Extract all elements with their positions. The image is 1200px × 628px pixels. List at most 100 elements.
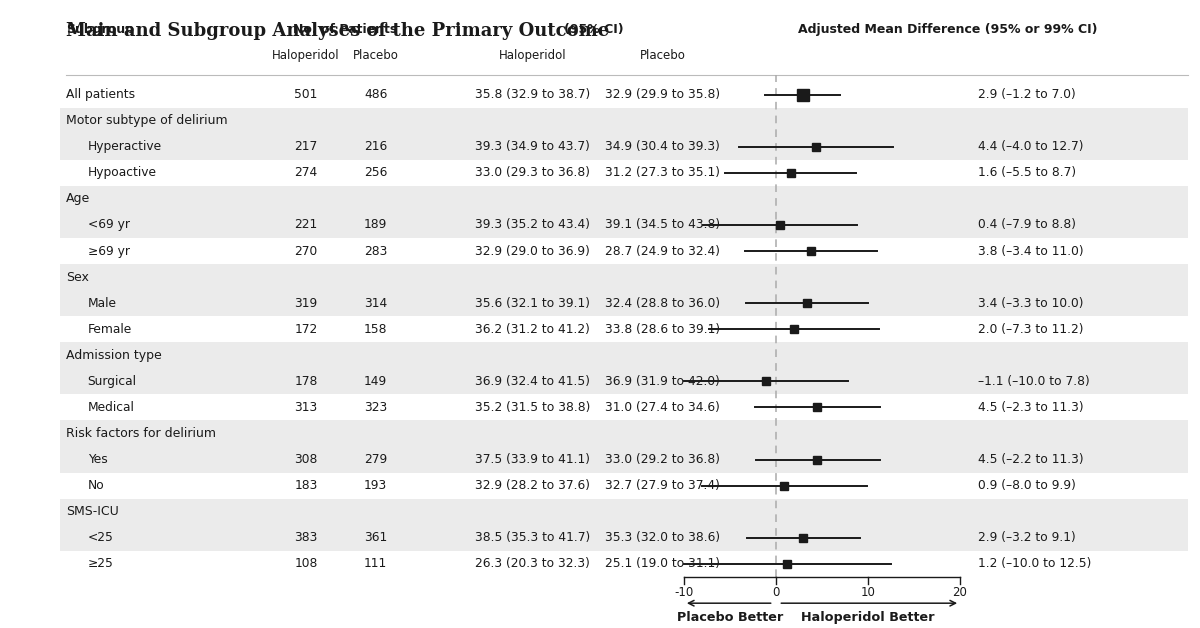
- Text: Hyperactive: Hyperactive: [88, 140, 162, 153]
- Text: 31.0 (27.4 to 34.6): 31.0 (27.4 to 34.6): [605, 401, 720, 414]
- Text: 158: 158: [364, 323, 388, 336]
- Text: 37.5 (33.9 to 41.1): 37.5 (33.9 to 41.1): [475, 453, 590, 466]
- Text: 149: 149: [364, 375, 388, 388]
- Bar: [60, 264, 1188, 290]
- Text: 20: 20: [953, 587, 967, 599]
- Text: 172: 172: [294, 323, 318, 336]
- Text: 1.6 (–5.5 to 8.7): 1.6 (–5.5 to 8.7): [978, 166, 1076, 180]
- Text: 2.0 (–7.3 to 11.2): 2.0 (–7.3 to 11.2): [978, 323, 1084, 336]
- Text: 39.3 (35.2 to 43.4): 39.3 (35.2 to 43.4): [475, 219, 590, 232]
- Text: 108: 108: [294, 557, 318, 570]
- Text: 256: 256: [364, 166, 388, 180]
- Text: Haloperidol Better: Haloperidol Better: [802, 612, 935, 624]
- Text: No: No: [88, 479, 104, 492]
- Bar: [60, 447, 1188, 473]
- Text: 501: 501: [294, 88, 318, 101]
- Bar: [60, 290, 1188, 316]
- Text: Female: Female: [88, 323, 132, 336]
- Text: 183: 183: [294, 479, 318, 492]
- Text: 4.5 (–2.3 to 11.3): 4.5 (–2.3 to 11.3): [978, 401, 1084, 414]
- Text: 3.8 (–3.4 to 11.0): 3.8 (–3.4 to 11.0): [978, 244, 1084, 257]
- Text: 274: 274: [294, 166, 318, 180]
- Text: 193: 193: [364, 479, 388, 492]
- Text: 308: 308: [294, 453, 318, 466]
- Text: 217: 217: [294, 140, 318, 153]
- Text: 33.8 (28.6 to 39.1): 33.8 (28.6 to 39.1): [605, 323, 720, 336]
- Text: 319: 319: [294, 296, 318, 310]
- Text: 32.9 (29.0 to 36.9): 32.9 (29.0 to 36.9): [475, 244, 590, 257]
- Text: 2.9 (–1.2 to 7.0): 2.9 (–1.2 to 7.0): [978, 88, 1075, 101]
- Text: (95% CI): (95% CI): [564, 23, 624, 36]
- Text: 313: 313: [294, 401, 318, 414]
- Text: Risk factors for delirium: Risk factors for delirium: [66, 427, 216, 440]
- Bar: [60, 342, 1188, 368]
- Text: 39.3 (34.9 to 43.7): 39.3 (34.9 to 43.7): [475, 140, 590, 153]
- Bar: [60, 368, 1188, 394]
- Text: 35.6 (32.1 to 39.1): 35.6 (32.1 to 39.1): [475, 296, 590, 310]
- Text: Hypoactive: Hypoactive: [88, 166, 156, 180]
- Bar: [60, 134, 1188, 160]
- Text: 35.3 (32.0 to 38.6): 35.3 (32.0 to 38.6): [605, 531, 720, 544]
- Text: 36.9 (32.4 to 41.5): 36.9 (32.4 to 41.5): [475, 375, 590, 388]
- Text: Age: Age: [66, 192, 90, 205]
- Text: 189: 189: [364, 219, 388, 232]
- Text: 0: 0: [773, 587, 780, 599]
- Bar: [60, 525, 1188, 551]
- Text: Placebo: Placebo: [353, 49, 398, 62]
- Bar: [60, 186, 1188, 212]
- Text: 361: 361: [364, 531, 388, 544]
- Text: ≥69 yr: ≥69 yr: [88, 244, 130, 257]
- Text: All patients: All patients: [66, 88, 136, 101]
- Text: Male: Male: [88, 296, 116, 310]
- Text: Motor subtype of delirium: Motor subtype of delirium: [66, 114, 228, 127]
- Text: 0.9 (–8.0 to 9.9): 0.9 (–8.0 to 9.9): [978, 479, 1076, 492]
- Text: 216: 216: [364, 140, 388, 153]
- Text: 2.9 (–3.2 to 9.1): 2.9 (–3.2 to 9.1): [978, 531, 1075, 544]
- Text: 25.1 (19.0 to 31.1): 25.1 (19.0 to 31.1): [605, 557, 720, 570]
- Text: 31.2 (27.3 to 35.1): 31.2 (27.3 to 35.1): [605, 166, 720, 180]
- Text: 32.7 (27.9 to 37.4): 32.7 (27.9 to 37.4): [605, 479, 720, 492]
- Bar: [60, 212, 1188, 238]
- Text: 279: 279: [364, 453, 388, 466]
- Text: 33.0 (29.3 to 36.8): 33.0 (29.3 to 36.8): [475, 166, 590, 180]
- Text: 32.9 (29.9 to 35.8): 32.9 (29.9 to 35.8): [605, 88, 720, 101]
- Text: 36.9 (31.9 to 42.0): 36.9 (31.9 to 42.0): [605, 375, 720, 388]
- Text: 4.4 (–4.0 to 12.7): 4.4 (–4.0 to 12.7): [978, 140, 1084, 153]
- Text: No. of Patients: No. of Patients: [293, 23, 397, 36]
- Text: 383: 383: [294, 531, 318, 544]
- Bar: [60, 499, 1188, 525]
- Text: 36.2 (31.2 to 41.2): 36.2 (31.2 to 41.2): [475, 323, 590, 336]
- Text: 314: 314: [364, 296, 388, 310]
- Text: 111: 111: [364, 557, 388, 570]
- Text: Haloperidol: Haloperidol: [272, 49, 340, 62]
- Text: 38.5 (35.3 to 41.7): 38.5 (35.3 to 41.7): [475, 531, 590, 544]
- Text: SMS-ICU: SMS-ICU: [66, 505, 119, 518]
- Text: 221: 221: [294, 219, 318, 232]
- Text: Admission type: Admission type: [66, 349, 162, 362]
- Text: Haloperidol: Haloperidol: [499, 49, 566, 62]
- Text: 32.9 (28.2 to 37.6): 32.9 (28.2 to 37.6): [475, 479, 590, 492]
- Text: ≥25: ≥25: [88, 557, 114, 570]
- Text: 486: 486: [364, 88, 388, 101]
- Text: 0.4 (–7.9 to 8.8): 0.4 (–7.9 to 8.8): [978, 219, 1076, 232]
- Text: Medical: Medical: [88, 401, 134, 414]
- Text: <25: <25: [88, 531, 114, 544]
- Bar: [60, 421, 1188, 447]
- Text: Subgroup: Subgroup: [66, 23, 134, 36]
- Text: 1.2 (–10.0 to 12.5): 1.2 (–10.0 to 12.5): [978, 557, 1091, 570]
- Text: 33.0 (29.2 to 36.8): 33.0 (29.2 to 36.8): [605, 453, 720, 466]
- Text: -10: -10: [674, 587, 694, 599]
- Text: Surgical: Surgical: [88, 375, 137, 388]
- Text: 283: 283: [364, 244, 388, 257]
- Text: 323: 323: [364, 401, 388, 414]
- Text: 35.2 (31.5 to 38.8): 35.2 (31.5 to 38.8): [475, 401, 590, 414]
- Text: Main and Subgroup Analyses of the Primary Outcome: Main and Subgroup Analyses of the Primar…: [66, 22, 610, 40]
- Text: <69 yr: <69 yr: [88, 219, 130, 232]
- Text: Placebo: Placebo: [640, 49, 685, 62]
- Text: Sex: Sex: [66, 271, 89, 284]
- Text: –1.1 (–10.0 to 7.8): –1.1 (–10.0 to 7.8): [978, 375, 1090, 388]
- Text: 39.1 (34.5 to 43.8): 39.1 (34.5 to 43.8): [605, 219, 720, 232]
- Text: 3.4 (–3.3 to 10.0): 3.4 (–3.3 to 10.0): [978, 296, 1084, 310]
- Text: 4.5 (–2.2 to 11.3): 4.5 (–2.2 to 11.3): [978, 453, 1084, 466]
- Text: 270: 270: [294, 244, 318, 257]
